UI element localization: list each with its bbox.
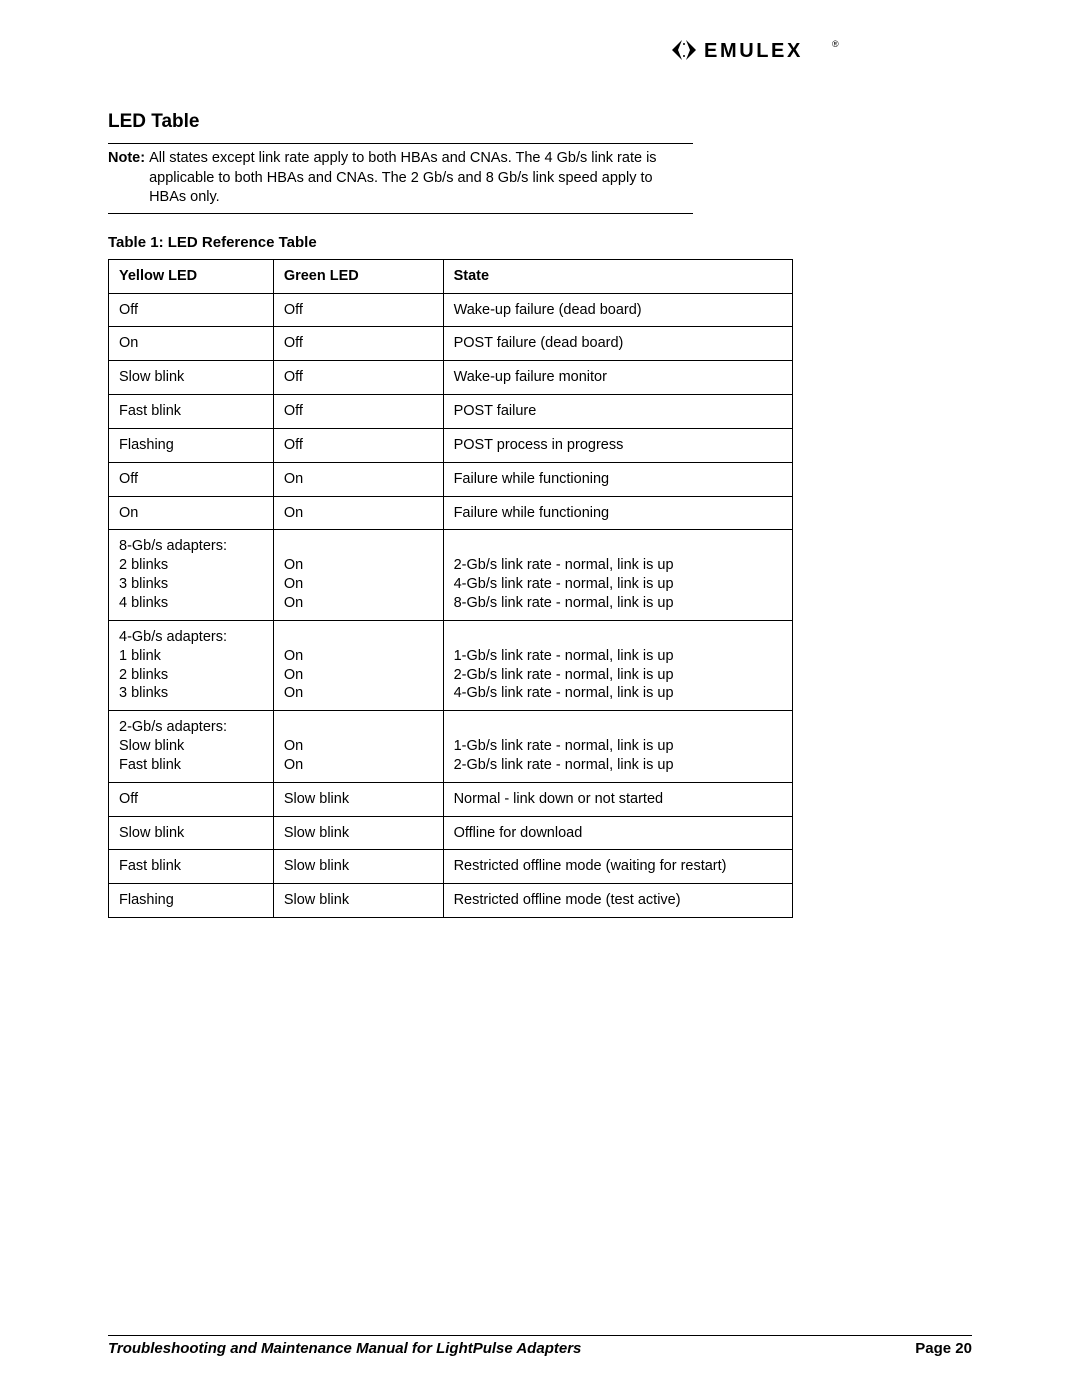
table-row: 4-Gb/s adapters: 1 blink 2 blinks 3 blin…	[109, 620, 793, 710]
table-cell-state: Wake-up failure (dead board)	[443, 293, 792, 327]
table-row: OnOnFailure while functioning	[109, 496, 793, 530]
table-cell-yellow: On	[109, 496, 274, 530]
table-cell-state: Restricted offline mode (test active)	[443, 884, 792, 918]
table-row: Slow blinkSlow blinkOffline for download	[109, 816, 793, 850]
footer-title: Troubleshooting and Maintenance Manual f…	[108, 1340, 581, 1357]
table-cell-yellow: Slow blink	[109, 816, 274, 850]
led-reference-table: Yellow LED Green LED State OffOffWake-up…	[108, 259, 793, 918]
col-header-state: State	[443, 259, 792, 293]
table-cell-yellow: Fast blink	[109, 395, 274, 429]
table-cell-state: Offline for download	[443, 816, 792, 850]
page-footer: Troubleshooting and Maintenance Manual f…	[108, 1335, 972, 1357]
table-cell-green: Off	[273, 361, 443, 395]
table-cell-yellow: Off	[109, 293, 274, 327]
table-cell-green: On On	[273, 711, 443, 783]
table-cell-state: POST process in progress	[443, 428, 792, 462]
table-cell-state: Restricted offline mode (waiting for res…	[443, 850, 792, 884]
table-body: OffOffWake-up failure (dead board)OnOffP…	[109, 293, 793, 918]
table-cell-state: 2-Gb/s link rate - normal, link is up 4-…	[443, 530, 792, 620]
table-row: 8-Gb/s adapters: 2 blinks 3 blinks 4 bli…	[109, 530, 793, 620]
table-row: OnOffPOST failure (dead board)	[109, 327, 793, 361]
table-cell-state: 1-Gb/s link rate - normal, link is up 2-…	[443, 711, 792, 783]
table-cell-yellow: 4-Gb/s adapters: 1 blink 2 blinks 3 blin…	[109, 620, 274, 710]
table-cell-yellow: Off	[109, 782, 274, 816]
table-cell-yellow: Slow blink	[109, 361, 274, 395]
table-cell-state: 1-Gb/s link rate - normal, link is up 2-…	[443, 620, 792, 710]
table-cell-green: Off	[273, 395, 443, 429]
table-cell-yellow: 2-Gb/s adapters: Slow blink Fast blink	[109, 711, 274, 783]
table-row: OffOffWake-up failure (dead board)	[109, 293, 793, 327]
table-caption: Table 1: LED Reference Table	[108, 234, 972, 251]
table-cell-green: Slow blink	[273, 816, 443, 850]
table-cell-yellow: On	[109, 327, 274, 361]
table-row: Fast blinkSlow blinkRestricted offline m…	[109, 850, 793, 884]
table-cell-green: On On On	[273, 530, 443, 620]
note-label: Note:	[108, 149, 145, 208]
table-cell-green: On	[273, 462, 443, 496]
table-cell-yellow: Off	[109, 462, 274, 496]
table-cell-state: Wake-up failure monitor	[443, 361, 792, 395]
table-cell-green: Off	[273, 428, 443, 462]
note-text: All states except link rate apply to bot…	[149, 149, 693, 208]
table-cell-state: Failure while functioning	[443, 462, 792, 496]
brand-logo: EMULEX ®	[670, 38, 842, 67]
table-cell-green: Off	[273, 293, 443, 327]
table-row: OffOnFailure while functioning	[109, 462, 793, 496]
table-cell-green: Slow blink	[273, 850, 443, 884]
table-cell-green: Slow blink	[273, 782, 443, 816]
table-row: Slow blinkOffWake-up failure monitor	[109, 361, 793, 395]
brand-logo-wrap: EMULEX ®	[108, 38, 972, 67]
table-cell-state: POST failure (dead board)	[443, 327, 792, 361]
table-cell-green: Slow blink	[273, 884, 443, 918]
table-cell-state: Failure while functioning	[443, 496, 792, 530]
footer-page: Page 20	[915, 1340, 972, 1357]
table-row: Fast blinkOffPOST failure	[109, 395, 793, 429]
svg-text:EMULEX: EMULEX	[704, 40, 803, 62]
table-cell-yellow: Fast blink	[109, 850, 274, 884]
col-header-yellow: Yellow LED	[109, 259, 274, 293]
table-row: OffSlow blinkNormal - link down or not s…	[109, 782, 793, 816]
svg-text:®: ®	[832, 39, 839, 49]
note-block: Note: All states except link rate apply …	[108, 143, 693, 214]
table-cell-yellow: Flashing	[109, 428, 274, 462]
table-cell-state: POST failure	[443, 395, 792, 429]
table-cell-yellow: Flashing	[109, 884, 274, 918]
page-title: LED Table	[108, 111, 972, 133]
col-header-green: Green LED	[273, 259, 443, 293]
table-row: FlashingOffPOST process in progress	[109, 428, 793, 462]
table-header-row: Yellow LED Green LED State	[109, 259, 793, 293]
table-cell-green: Off	[273, 327, 443, 361]
table-row: FlashingSlow blinkRestricted offline mod…	[109, 884, 793, 918]
table-cell-state: Normal - link down or not started	[443, 782, 792, 816]
table-row: 2-Gb/s adapters: Slow blink Fast blink O…	[109, 711, 793, 783]
table-cell-green: On	[273, 496, 443, 530]
table-cell-yellow: 8-Gb/s adapters: 2 blinks 3 blinks 4 bli…	[109, 530, 274, 620]
table-cell-green: On On On	[273, 620, 443, 710]
